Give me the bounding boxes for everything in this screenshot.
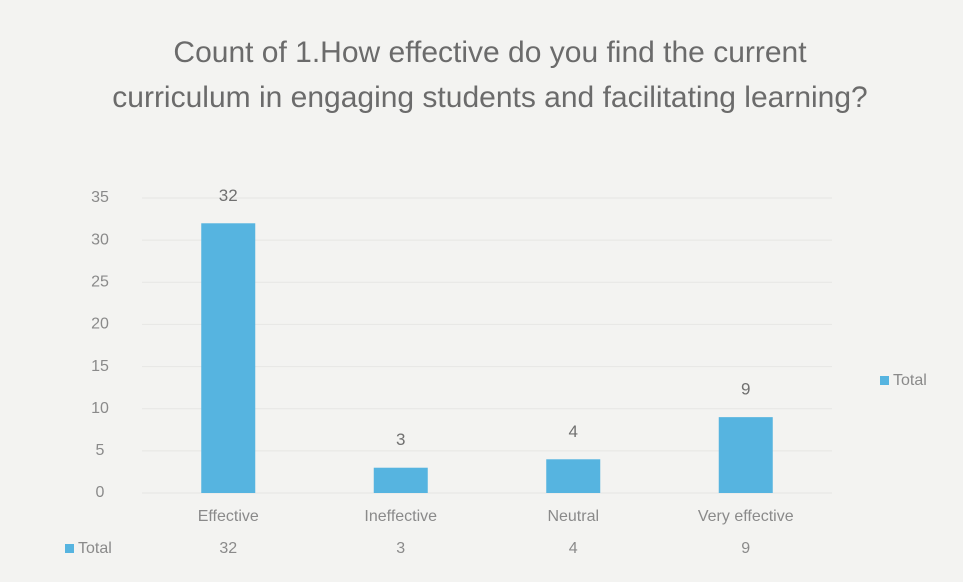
data-label: 9 <box>741 380 750 399</box>
bar <box>201 223 256 494</box>
table-swatch <box>65 544 74 553</box>
chart-title: Count of 1.How effective do you find the… <box>112 36 868 114</box>
y-tick-label: 0 <box>96 484 105 501</box>
x-tick-label: Effective <box>198 508 259 525</box>
y-tick-label: 5 <box>96 442 105 459</box>
table-value: 32 <box>219 540 237 557</box>
y-tick-label: 35 <box>91 189 109 206</box>
table-value: 4 <box>569 540 578 557</box>
bar <box>546 459 601 493</box>
table-value: 9 <box>741 540 750 557</box>
table-series-label: Total <box>78 540 112 557</box>
x-tick-label: Very effective <box>698 508 794 525</box>
y-tick-label: 30 <box>91 231 109 248</box>
y-tick-label: 10 <box>91 400 109 417</box>
legend-swatch <box>880 376 889 385</box>
y-tick-label: 20 <box>91 316 109 333</box>
data-label: 4 <box>569 422 578 441</box>
legend-label: Total <box>893 372 927 389</box>
data-label: 32 <box>219 186 238 205</box>
table-value: 3 <box>396 540 405 557</box>
y-tick-label: 15 <box>91 358 109 375</box>
bar <box>718 417 773 493</box>
y-tick-label: 25 <box>91 274 109 291</box>
x-tick-label: Ineffective <box>364 508 437 525</box>
x-tick-label: Neutral <box>547 508 599 525</box>
data-label: 3 <box>396 430 405 449</box>
bar <box>373 467 428 493</box>
